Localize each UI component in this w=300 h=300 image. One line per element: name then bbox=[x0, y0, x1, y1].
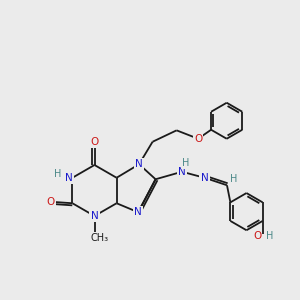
Text: N: N bbox=[65, 173, 73, 183]
Text: H: H bbox=[266, 231, 274, 241]
Text: H: H bbox=[182, 158, 189, 168]
Text: O: O bbox=[194, 134, 202, 144]
Text: N: N bbox=[201, 173, 208, 183]
Text: H: H bbox=[54, 169, 61, 179]
Text: N: N bbox=[134, 207, 142, 217]
Text: N: N bbox=[91, 211, 98, 221]
Text: CH₃: CH₃ bbox=[91, 232, 109, 243]
Text: H: H bbox=[230, 174, 237, 184]
Text: N: N bbox=[178, 167, 186, 177]
Text: O: O bbox=[47, 197, 55, 207]
Text: N: N bbox=[135, 159, 143, 169]
Text: O: O bbox=[253, 231, 261, 241]
Text: O: O bbox=[90, 136, 99, 147]
